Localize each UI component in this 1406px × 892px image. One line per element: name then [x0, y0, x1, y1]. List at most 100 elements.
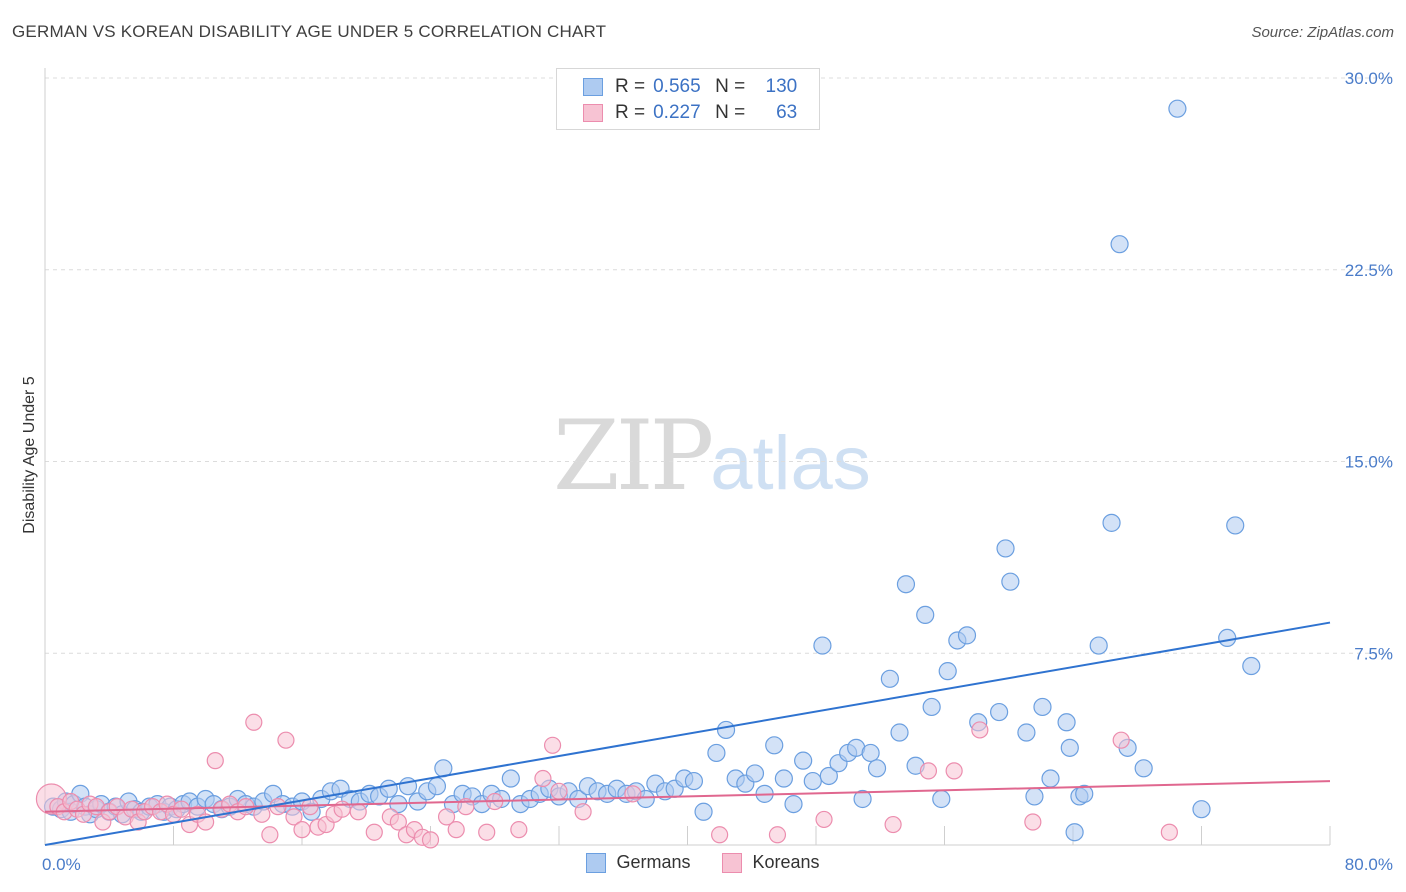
- koreans-point: [815, 810, 833, 829]
- koreans-point: [510, 821, 528, 839]
- germans-point: [1226, 516, 1245, 535]
- germans-point: [932, 789, 951, 809]
- source-label: Source: ZipAtlas.com: [1251, 24, 1394, 41]
- x-tick-marks: [173, 826, 1331, 845]
- koreans-point: [574, 803, 592, 821]
- germans-point: [867, 759, 887, 778]
- koreans-swatch: [583, 104, 603, 122]
- y-tick-labels: 7.5% 15.0% 22.5% 30.0%: [1345, 69, 1393, 663]
- koreans-point: [245, 713, 263, 731]
- germans-point: [1017, 723, 1036, 742]
- koreans-point: [971, 721, 989, 739]
- koreans-point: [1112, 731, 1130, 749]
- koreans-point: [945, 762, 963, 780]
- koreans-point: [349, 803, 367, 821]
- koreans-legend-label: Koreans: [752, 852, 820, 872]
- x-tick-label-min: 0.0%: [42, 855, 81, 874]
- koreans-point: [437, 808, 456, 826]
- legend-r-value: 0.565: [653, 76, 701, 97]
- germans-point: [1110, 235, 1129, 254]
- germans-point: [1134, 759, 1153, 778]
- koreans-point: [389, 813, 407, 831]
- chart-title: GERMAN VS KOREAN DISABILITY AGE UNDER 5 …: [12, 22, 607, 41]
- koreans-point: [534, 769, 552, 788]
- germans-point: [1025, 787, 1044, 806]
- germans-point: [890, 723, 909, 742]
- germans-point: [938, 662, 957, 681]
- koreans-point: [478, 823, 496, 841]
- koreans-points: [35, 713, 1178, 849]
- legend-row-koreans: R = 0.227 N = 63: [583, 101, 797, 125]
- germans-point: [1060, 738, 1079, 757]
- germans-point: [765, 736, 784, 755]
- germans-points: [43, 99, 1261, 842]
- y-tick-label: 15.0%: [1345, 453, 1393, 472]
- legend-n-value: 130: [765, 76, 798, 97]
- legend-item-koreans[interactable]: Koreans: [722, 852, 820, 873]
- germans-point: [853, 789, 872, 809]
- watermark-zip: ZIP: [553, 400, 714, 512]
- koreans-point: [277, 731, 295, 749]
- germans-point: [1033, 697, 1052, 717]
- watermark-atlas: atlas: [710, 421, 871, 506]
- koreans-point: [206, 752, 224, 770]
- x-tick-label-max: 80.0%: [1345, 855, 1393, 874]
- koreans-point: [919, 762, 938, 780]
- germans-point: [379, 779, 398, 798]
- koreans-point: [365, 823, 383, 841]
- koreans-point: [768, 826, 787, 844]
- germans-point: [794, 751, 813, 770]
- legend-n-value: 63: [776, 102, 798, 123]
- y-tick-label: 7.5%: [1354, 644, 1393, 663]
- koreans-point: [624, 785, 642, 803]
- germans-point: [1102, 513, 1121, 532]
- germans-point: [1242, 656, 1261, 676]
- germans-swatch: [583, 78, 603, 96]
- germans-trend-line: [44, 621, 1331, 846]
- legend-row-germans: R = 0.565 N = 130: [583, 75, 797, 99]
- germans-point: [990, 702, 1009, 722]
- koreans-point: [1160, 823, 1178, 841]
- germans-point: [880, 669, 899, 688]
- germans-point: [774, 769, 793, 788]
- y-tick-label: 30.0%: [1345, 69, 1393, 88]
- germans-point: [1041, 769, 1060, 788]
- koreans-point: [711, 826, 729, 844]
- koreans-point: [293, 821, 311, 839]
- koreans-trend-line: [44, 780, 1331, 813]
- germans-point: [957, 626, 977, 645]
- germans-legend-label: Germans: [616, 852, 691, 872]
- germans-point: [427, 777, 447, 796]
- stats-legend: R = 0.565 N = 130 R = 0.227 N = 63: [556, 68, 820, 130]
- koreans-point: [447, 821, 465, 839]
- germans-point: [803, 771, 822, 791]
- germans-point: [707, 743, 726, 763]
- koreans-point: [1024, 813, 1042, 831]
- germans-point: [684, 771, 704, 791]
- koreans-point: [261, 826, 279, 844]
- germans-point: [1057, 713, 1076, 732]
- germans-point: [819, 766, 838, 786]
- legend-r-label: R =: [615, 102, 646, 123]
- germans-point: [896, 575, 916, 594]
- watermark: ZIPatlas: [553, 400, 871, 512]
- legend-item-germans[interactable]: Germans: [586, 852, 690, 873]
- germans-point: [716, 720, 736, 740]
- germans-point: [996, 539, 1015, 558]
- series-legend: Germans Koreans: [0, 852, 1406, 873]
- germans-point: [1089, 636, 1108, 655]
- koreans-legend-swatch: [722, 852, 743, 873]
- germans-point: [922, 697, 941, 717]
- grid-lines: [45, 77, 1392, 654]
- koreans-point: [285, 808, 303, 826]
- germans-point: [1192, 800, 1211, 819]
- y-tick-label: 22.5%: [1345, 261, 1393, 280]
- germans-point: [784, 794, 803, 814]
- koreans-point: [884, 815, 902, 834]
- trend-lines: [44, 621, 1331, 846]
- koreans-point: [421, 831, 440, 849]
- germans-point: [694, 802, 713, 821]
- koreans-point: [550, 782, 568, 800]
- legend-n-label: N =: [715, 76, 746, 97]
